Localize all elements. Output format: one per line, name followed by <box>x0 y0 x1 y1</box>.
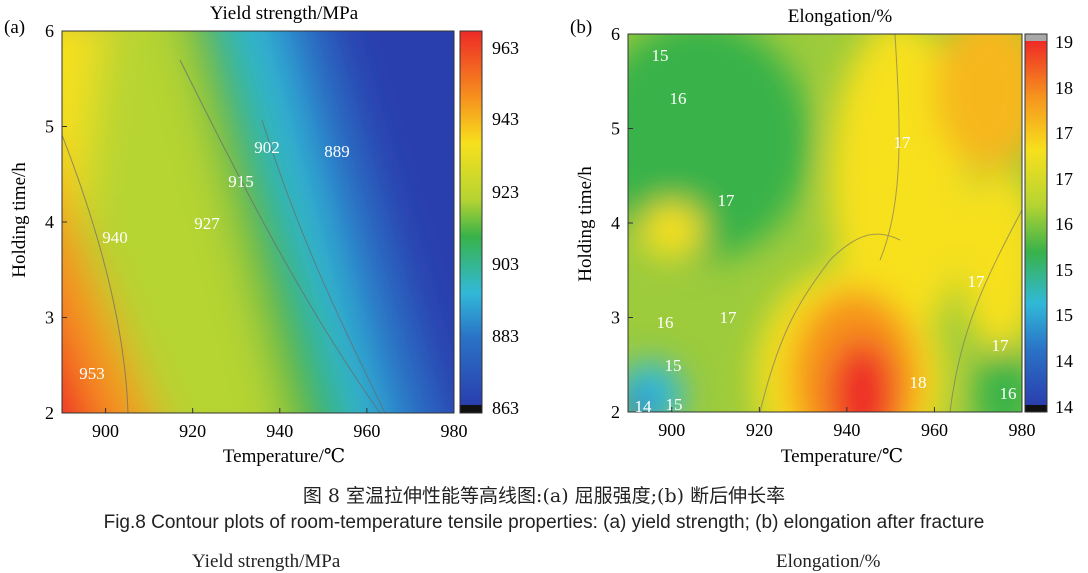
y-tick-label: 4 <box>45 212 54 232</box>
panel-b-contour-labels: 15 16 17 17 17 16 17 17 15 18 16 14 15 <box>635 46 1017 416</box>
contour-label: 17 <box>968 272 986 291</box>
colorbar-tick: 17 <box>1055 123 1073 143</box>
x-tick-label: 920 <box>746 420 773 440</box>
panel-a: (a) Yield strength/MPa 902 889 <box>4 3 519 467</box>
x-tick-label: 940 <box>833 420 860 440</box>
contour-label: 15 <box>652 46 669 65</box>
y-tick-label: 2 <box>611 402 620 422</box>
y-tick-label: 5 <box>45 117 54 137</box>
contour-label: 915 <box>228 172 254 191</box>
y-tick-label: 5 <box>611 119 620 139</box>
colorbar-tick: 17 <box>1055 169 1073 189</box>
x-tick-label: 960 <box>353 421 380 441</box>
contour-label: 889 <box>324 142 350 161</box>
panel-a-xlabel: Temperature/℃ <box>223 446 345 467</box>
panel-b-title: Elongation/% <box>788 6 893 27</box>
y-tick-label: 2 <box>45 403 54 423</box>
colorbar-tick: 883 <box>492 326 519 346</box>
panel-a-title: Yield strength/MPa <box>210 3 359 24</box>
x-tick-label: 900 <box>658 420 685 440</box>
panel-b-xlabel: Temperature/℃ <box>781 446 903 467</box>
x-tick-label: 980 <box>441 421 468 441</box>
panel-b-heatmap <box>628 34 1022 412</box>
contour-label: 17 <box>894 133 912 152</box>
panel-a-label: (a) <box>4 17 25 38</box>
y-tick-label: 4 <box>611 213 620 233</box>
x-tick-label: 980 <box>1009 420 1036 440</box>
panel-b-y-axis: 2 3 4 5 6 <box>611 24 633 422</box>
x-tick-label: 920 <box>179 421 206 441</box>
colorbar-tick: 963 <box>492 38 519 58</box>
panel-b-label: (b) <box>570 17 592 38</box>
contour-label: 927 <box>194 214 220 233</box>
next-figure-title-left: Yield strength/MPa <box>192 551 341 572</box>
colorbar-tick: 903 <box>492 254 519 274</box>
y-tick-label: 3 <box>611 308 620 328</box>
panel-a-ylabel: Holding time/h <box>9 162 30 278</box>
contour-label: 940 <box>102 228 128 247</box>
y-tick-label: 6 <box>45 21 54 41</box>
y-tick-label: 3 <box>45 308 54 328</box>
colorbar-tick: 14 <box>1055 397 1073 417</box>
contour-label: 17 <box>992 336 1010 355</box>
colorbar-tick: 19 <box>1055 32 1073 52</box>
contour-label: 16 <box>670 89 687 108</box>
panel-a-x-axis: 900 920 940 960 980 <box>92 408 468 441</box>
contour-label: 953 <box>79 364 105 383</box>
contour-label: 15 <box>666 395 683 414</box>
colorbar-tick: 16 <box>1055 214 1073 234</box>
figure-caption-chinese: 图 8 室温拉伸性能等高线图:(a) 屈服强度;(b) 断后伸长率 <box>302 485 786 507</box>
x-tick-label: 960 <box>921 420 948 440</box>
contour-label: 902 <box>254 138 280 157</box>
contour-label: 17 <box>720 308 738 327</box>
contour-label: 17 <box>718 191 736 210</box>
panel-b-ylabel: Holding time/h <box>575 166 596 282</box>
contour-label: 16 <box>1000 384 1017 403</box>
figure-caption-english: Fig.8 Contour plots of room-temperature … <box>103 512 985 533</box>
panel-a-heatmap <box>62 31 454 413</box>
y-tick-label: 6 <box>611 24 620 44</box>
panel-b-x-axis: 900 920 940 960 980 <box>658 407 1036 440</box>
colorbar-tick: 923 <box>492 182 519 202</box>
contour-label: 15 <box>665 356 682 375</box>
colorbar-tick: 14 <box>1055 351 1073 371</box>
colorbar-tick: 18 <box>1055 78 1073 98</box>
panel-a-contour-labels: 902 889 915 927 940 953 <box>79 138 350 383</box>
next-figure-title-right: Elongation/% <box>776 551 881 572</box>
panel-b-colorbar: 19 18 17 17 16 15 15 14 14 <box>1024 32 1073 417</box>
contour-label: 14 <box>635 397 653 416</box>
x-tick-label: 940 <box>266 421 293 441</box>
colorbar-tick: 15 <box>1055 260 1073 280</box>
figure-canvas: (a) Yield strength/MPa 902 889 <box>4 3 1073 467</box>
x-tick-label: 900 <box>92 421 119 441</box>
panel-a-y-axis: 2 3 4 5 6 <box>45 21 67 423</box>
panel-b: (b) Elongation/% <box>570 6 1073 467</box>
colorbar-tick: 863 <box>492 398 519 418</box>
colorbar-tick: 943 <box>492 109 519 129</box>
contour-label: 18 <box>910 373 927 392</box>
colorbar-tick: 15 <box>1055 305 1073 325</box>
panel-a-colorbar: 963 943 923 903 883 863 <box>459 30 519 418</box>
contour-label: 16 <box>657 313 674 332</box>
